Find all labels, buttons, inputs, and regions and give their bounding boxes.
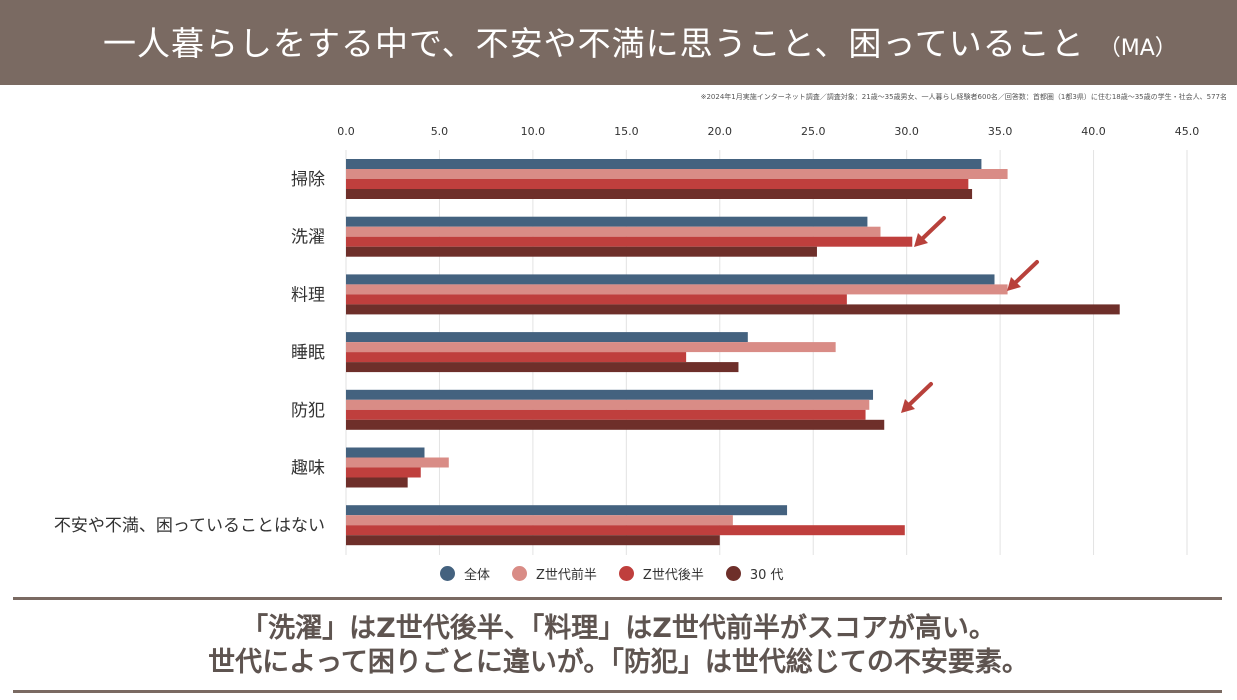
bar <box>346 179 969 189</box>
x-tick-label: 30.0 <box>894 125 919 138</box>
bar <box>346 352 687 363</box>
conclusion-line-2: 世代によって困りごとに違いが。「防犯」は世代総じての不安要素。 <box>208 647 1029 678</box>
x-tick-label: 0.0 <box>337 125 355 138</box>
page-title-suffix: （MA） <box>1098 36 1177 61</box>
legend-label: Z世代前半 <box>536 567 597 583</box>
bar <box>346 467 421 478</box>
divider-top <box>13 597 1222 600</box>
bar <box>346 246 817 257</box>
x-tick-label: 15.0 <box>614 125 639 138</box>
page-title: 一人暮らしをする中で、不安や不満に思うこと、困っていること （MA） <box>103 0 1177 85</box>
chart-legend: 全体 Z世代前半 Z世代後半 30 代 <box>440 563 806 583</box>
conclusion-line-1: 「洗濯」はZ世代後半、「料理」はZ世代前半がスコアが高い。 <box>241 613 996 644</box>
bar <box>346 342 836 353</box>
bar <box>346 447 425 458</box>
header-banner: 一人暮らしをする中で、不安や不満に思うこと、困っていること （MA） <box>0 0 1237 85</box>
category-label: 料理 <box>291 285 325 305</box>
category-label: 防犯 <box>291 401 325 421</box>
legend-item-30dai: 30 代 <box>725 564 784 583</box>
legend-item-zentai: 全体 <box>440 564 490 583</box>
bar <box>346 515 733 526</box>
legend-label: 全体 <box>464 567 491 583</box>
legend-swatch <box>512 565 528 581</box>
bar <box>346 169 1008 179</box>
x-tick-label: 5.0 <box>431 125 449 138</box>
bar <box>346 216 868 227</box>
bar <box>346 226 881 237</box>
highlight-arrow-bouhan <box>901 382 933 413</box>
highlight-arrow-ryouri <box>1007 260 1039 291</box>
bar <box>346 399 870 410</box>
bar <box>346 389 874 400</box>
x-tick-label: 40.0 <box>1081 125 1106 138</box>
x-tick-label: 20.0 <box>708 125 733 138</box>
bar-chart: 0.0 5.0 10.0 15.0 20.0 25.0 30.0 35.0 40.0 45.0 掃除… <box>54 125 1200 555</box>
conclusion-text: 「洗濯」はZ世代後半、「料理」はZ世代前半がスコアが高い。 世代によって困りごと… <box>0 612 1237 680</box>
bar <box>346 525 905 536</box>
category-label: 掃除 <box>291 170 325 190</box>
legend-swatch <box>725 565 741 581</box>
bar <box>346 362 739 373</box>
highlight-arrow-sentaku <box>914 216 946 247</box>
legend-label: 30 代 <box>749 567 784 583</box>
x-tick-label: 45.0 <box>1175 125 1200 138</box>
category-label: 不安や不満、困っていることはない <box>54 516 325 536</box>
survey-note: ※2024年1月実施インターネット調査／調査対象：21歳〜35歳男女、一人暮らし… <box>700 93 1227 101</box>
bar <box>346 535 720 546</box>
bar <box>346 332 748 343</box>
bar <box>346 189 973 199</box>
bar <box>346 409 866 420</box>
category-label: 洗濯 <box>291 228 325 248</box>
bar <box>346 159 982 169</box>
category-label: 趣味 <box>291 459 325 479</box>
bar <box>346 274 995 285</box>
category-label: 睡眠 <box>291 343 325 363</box>
bar <box>346 294 847 305</box>
x-tick-label: 10.0 <box>521 125 546 138</box>
legend-label: Z世代後半 <box>642 567 704 583</box>
x-tick-label: 35.0 <box>988 125 1013 138</box>
legend-swatch <box>440 565 455 581</box>
x-tick-label: 25.0 <box>801 125 826 138</box>
bar <box>346 477 408 488</box>
divider-bottom <box>13 690 1222 693</box>
bar <box>346 419 885 430</box>
page-title-text: 一人暮らしをする中で、不安や不満に思うこと、困っていること <box>103 24 1085 63</box>
bar <box>346 284 1008 295</box>
legend-item-z-zenhan: Z世代前半 <box>512 564 597 583</box>
bar <box>346 236 913 247</box>
bar <box>346 457 449 468</box>
legend-swatch <box>618 565 634 581</box>
bar <box>346 304 1120 315</box>
bar <box>346 505 788 516</box>
legend-item-z-kouhan: Z世代後半 <box>618 564 704 583</box>
